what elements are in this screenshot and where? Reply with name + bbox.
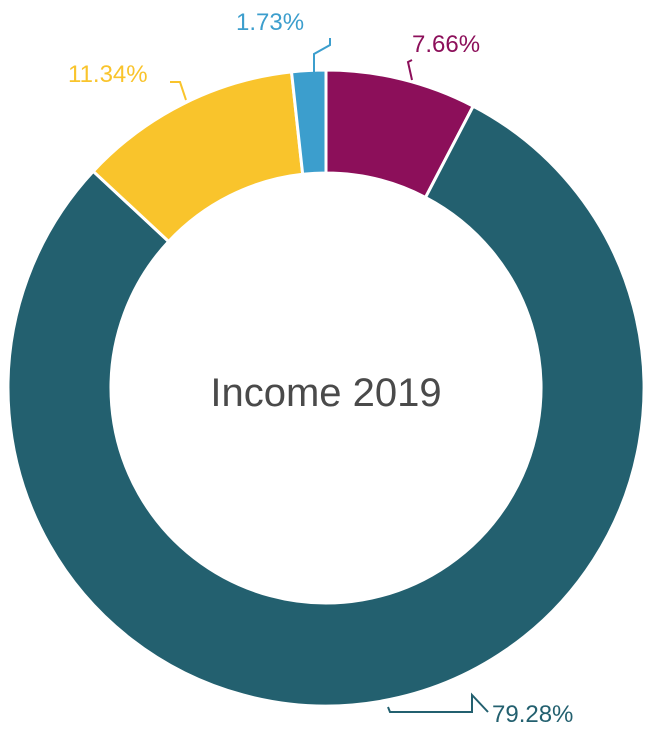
chart-title: Income 2019 xyxy=(210,371,441,415)
slice-label-3: 11.34% xyxy=(68,61,148,88)
donut-slice-4 xyxy=(289,68,328,176)
leader-line-2 xyxy=(387,692,489,713)
slice-label-4: 1.73% xyxy=(236,9,304,36)
donut-slices xyxy=(6,68,646,708)
leader-line-4 xyxy=(313,38,331,73)
slice-label-1: 7.66% xyxy=(412,31,480,58)
donut-slice-2 xyxy=(6,104,646,708)
leader-lines xyxy=(170,38,489,713)
leader-line-1 xyxy=(406,59,413,81)
slice-labels: 7.66% 79.28% 11.34% 1.73% xyxy=(68,9,573,728)
leader-line-3 xyxy=(170,81,187,101)
slice-label-2: 79.28% xyxy=(492,701,573,728)
